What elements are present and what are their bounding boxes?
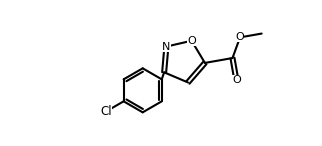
Text: Cl: Cl [100,105,112,118]
Text: N: N [162,42,171,52]
Text: O: O [232,75,241,85]
Text: O: O [187,36,196,46]
Text: O: O [236,32,244,42]
